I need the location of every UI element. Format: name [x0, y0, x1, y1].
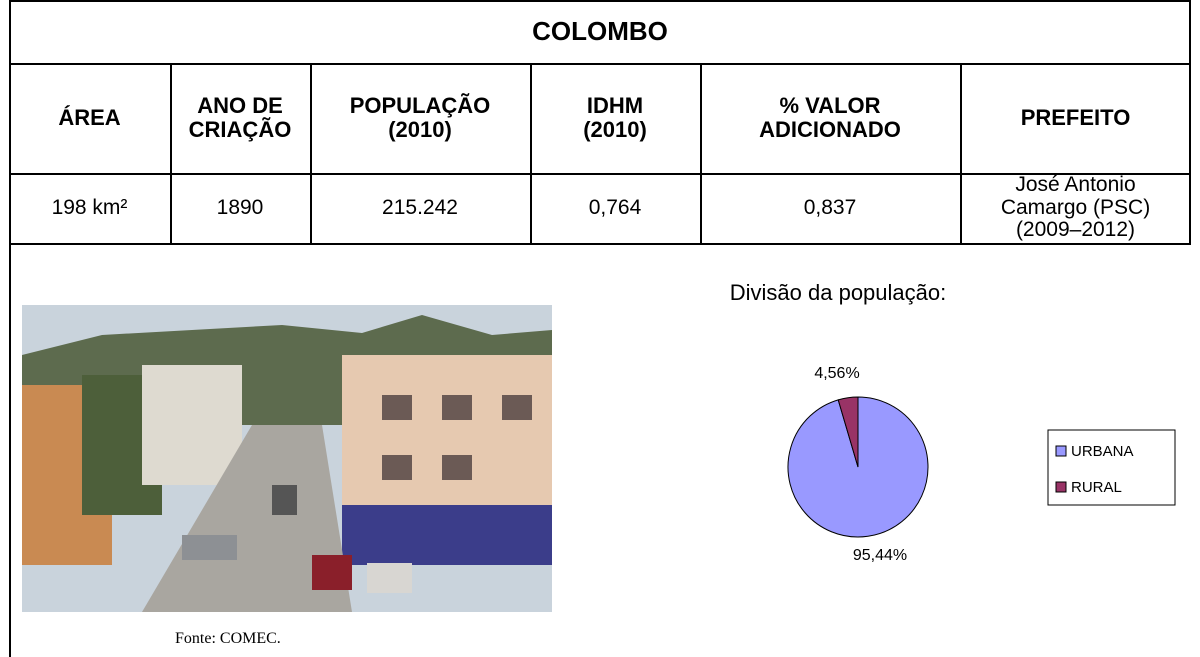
legend-swatch	[1055, 445, 1067, 457]
column-header: % VALOR ADICIONADO	[759, 93, 901, 142]
column-header: ANO DE CRIAÇÃO	[188, 93, 292, 142]
table-cell: 215.242	[382, 195, 458, 219]
table-cell: 1890	[216, 195, 264, 219]
border	[9, 173, 1191, 175]
border	[700, 63, 702, 244]
photo	[22, 305, 552, 612]
data-label: 95,44%	[853, 547, 907, 564]
column-header: ÁREA	[58, 105, 121, 131]
border	[530, 63, 532, 244]
border	[9, 0, 11, 657]
column-header: IDHM (2010)	[583, 93, 647, 142]
table-cell: 0,837	[803, 195, 857, 219]
border	[9, 0, 1191, 2]
border	[960, 63, 962, 244]
border	[1189, 0, 1191, 244]
column-header: PREFEITO	[1020, 105, 1131, 131]
title: COLOMBO	[532, 16, 668, 47]
legend-label: RURAL	[1071, 479, 1122, 496]
chart-title: Divisão da população:	[730, 280, 946, 305]
table-cell: José Antonio Camargo (PSC) (2009–2012)	[1000, 172, 1151, 242]
table-cell: 198 km²	[51, 195, 128, 219]
chart: Divisão da população: 95,44% 4,56% URBANA R…	[730, 280, 1176, 564]
photo-caption: Fonte: COMEC.	[175, 630, 281, 647]
pie-slice	[837, 396, 859, 468]
table-cell: 0,764	[588, 195, 642, 219]
data-label: 4,56%	[814, 365, 859, 382]
legend-swatch	[1055, 481, 1067, 493]
border	[170, 63, 172, 244]
border	[310, 63, 312, 244]
border	[9, 63, 1191, 65]
legend-box	[1047, 429, 1176, 506]
column-header: POPULAÇÃO (2010)	[349, 93, 491, 142]
border	[9, 243, 1191, 245]
legend-label: URBANA	[1071, 443, 1134, 460]
